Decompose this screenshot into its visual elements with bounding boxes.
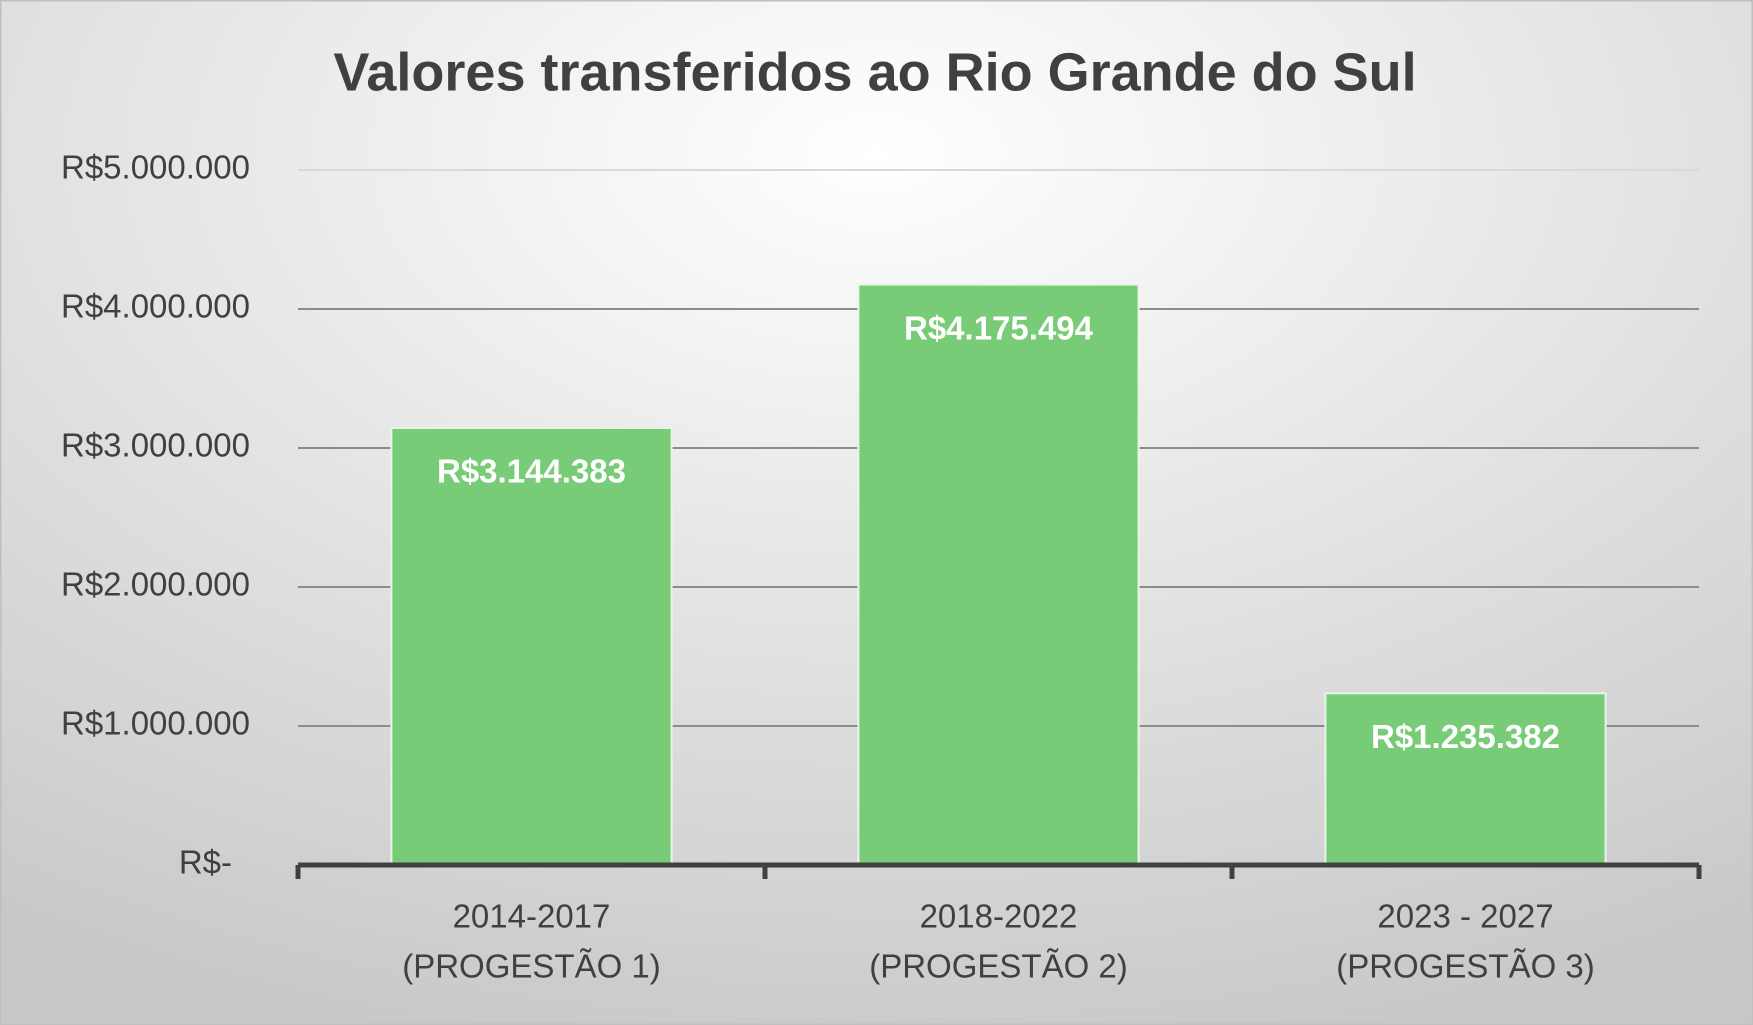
bar (857, 283, 1140, 866)
y-tick-label: R$- (179, 844, 232, 881)
value-label: R$1.235.382 (1371, 718, 1560, 755)
value-label: R$3.144.383 (437, 453, 626, 490)
y-tick-label: R$1.000.000 (61, 705, 250, 742)
bar (390, 426, 673, 866)
x-tick-label: (PROGESTÃO 1) (402, 948, 661, 985)
x-tick-label: 2014-2017 (453, 898, 611, 935)
y-tick-label: R$4.000.000 (61, 288, 250, 325)
value-label: R$4.175.494 (904, 309, 1094, 346)
chart-title: Valores transferidos ao Rio Grande do Su… (333, 42, 1416, 102)
x-tick-label: 2018-2022 (920, 898, 1078, 935)
bar (1324, 692, 1607, 867)
y-tick-label: R$3.000.000 (61, 427, 250, 464)
x-tick-label: 2023 - 2027 (1377, 898, 1553, 935)
y-tick-label: R$2.000.000 (61, 566, 250, 603)
y-tick-label: R$5.000.000 (61, 149, 250, 186)
x-tick-label: (PROGESTÃO 2) (869, 948, 1128, 985)
x-tick-label: (PROGESTÃO 3) (1336, 948, 1595, 985)
